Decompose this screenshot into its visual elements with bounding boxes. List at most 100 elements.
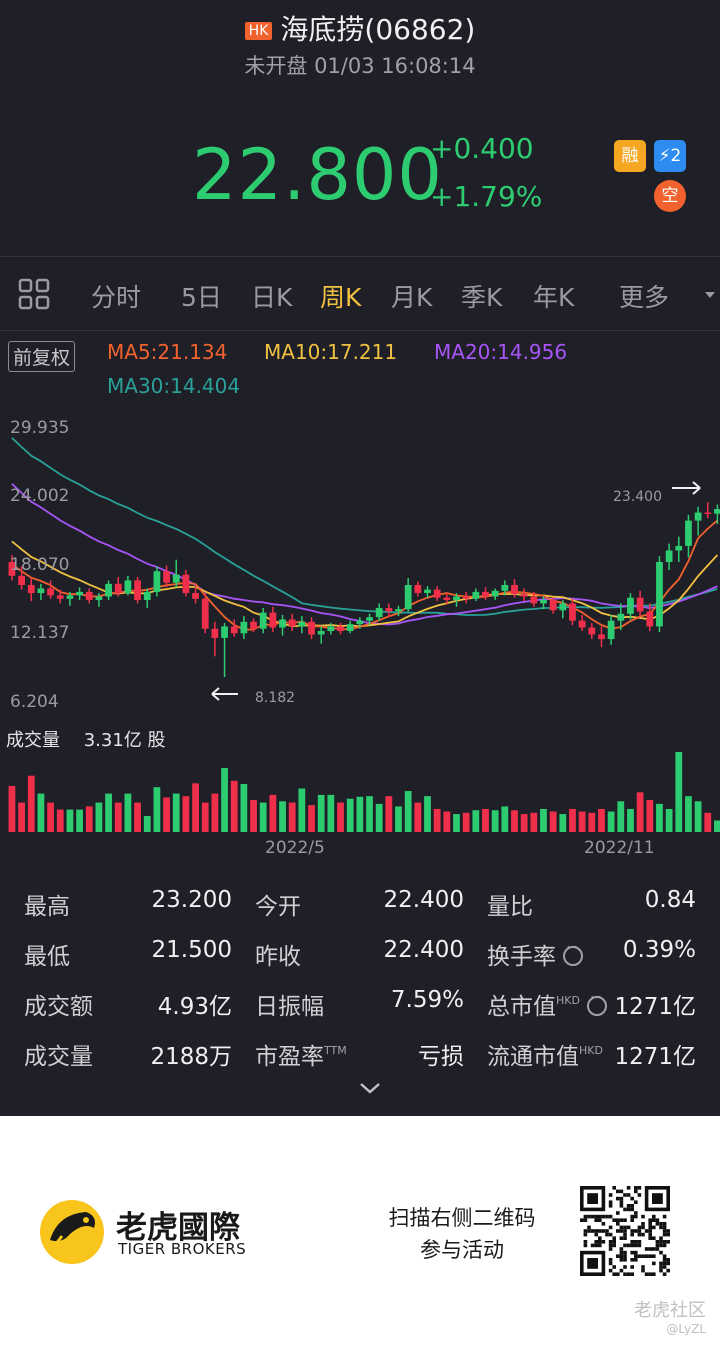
margin-tag[interactable]: 融 [614,140,646,172]
ma5-label: MA5:21.134 [107,340,228,364]
tab-monthly[interactable]: 月K [391,283,433,312]
tab-daily[interactable]: 日K [251,283,293,312]
volume-bar [76,809,83,832]
volume-bar [250,800,257,832]
stat-value: 1271亿 [614,1044,696,1070]
volume-bar [337,802,344,832]
info-icon[interactable] [563,940,584,966]
volume-bar [230,780,238,832]
volume-bar [298,788,306,832]
candle-body [172,574,180,583]
volume-bar [269,794,277,832]
y-tick: 24.002 [10,486,70,506]
volume-bar [598,808,605,832]
candle-body [8,561,16,576]
scan-text-line1: 扫描右侧二维码 [388,1206,536,1230]
volume-bar [665,808,673,832]
quote-screen: HK 海底捞(06862) 未开盘 01/03 16:08:14 22.800 +… [0,0,720,1116]
short-tag[interactable]: 空 [654,180,686,212]
stat-label: 日振幅 [255,994,324,1020]
stat-label: 成交量 [24,1044,93,1070]
ma30-line [11,437,718,616]
volume-bar [114,802,122,832]
volume-bar [143,816,151,832]
volume-bar [424,796,431,832]
volume-bar [317,794,325,832]
candle-body [124,580,132,594]
stat-label: 流通市值 [487,1044,579,1070]
candle-body [482,591,489,597]
x-tick: 2022/11 [584,838,655,858]
tab-weekly[interactable]: 周K [320,283,362,312]
brand-name-cn: 老虎國際 [116,1210,240,1246]
grid-icon[interactable] [18,278,50,310]
candle-body [453,596,460,600]
stock-title: HK 海底捞(06862) [0,8,720,48]
qr-code-icon[interactable] [580,1186,670,1276]
volume-bar [414,802,422,832]
candle-body [279,619,286,628]
volume-bar [124,793,132,832]
expand-chevron-icon[interactable] [358,1080,382,1096]
candle-body [114,583,122,594]
candle-body [37,588,45,594]
stat-label-turnover: 换手率 [487,937,584,971]
candle-body [27,585,35,594]
stat-label: 昨收 [255,944,301,970]
stat-value: 7.59% [390,987,464,1013]
tab-quarterly[interactable]: 季K [461,283,503,312]
candle-body [66,595,74,599]
candle-body [211,628,219,638]
stat-value: 22.400 [383,937,464,963]
volume-bar [482,808,489,832]
candle-body [182,574,190,594]
caret-down-icon[interactable] [704,290,716,300]
stat-value: 2188万 [150,1044,232,1070]
candle-body [230,626,238,634]
tiger-logo-icon [40,1200,104,1264]
volume-bar [8,785,16,832]
info-icon[interactable] [587,990,608,1016]
candle-body [288,619,296,627]
volume-bar [549,811,557,832]
volume-bar [66,809,74,832]
stat-value: 23.200 [151,887,232,913]
candle-body [308,621,315,635]
stat-sup: TTM [324,1044,347,1057]
candlestick-chart[interactable] [0,400,720,730]
volume-chart[interactable] [0,748,720,834]
stat-label: 成交额 [24,994,93,1020]
ma20-label: MA20:14.956 [434,340,568,364]
volume-bar [134,802,141,832]
tab-yearly[interactable]: 年K [533,283,575,312]
volume-bar [385,796,393,832]
x-tick: 2022/5 [265,838,325,858]
period-tabs: 分时 5日 日K 周K 月K 季K 年K 更多 [0,258,720,330]
candle-body [105,583,112,597]
candle-body [240,621,248,634]
volume-bar [607,811,615,832]
high-arrow-icon [672,481,701,495]
volume-bar [714,820,720,832]
volume-bar [520,814,528,832]
tab-5day[interactable]: 5日 [181,283,222,312]
volume-bar [578,811,586,832]
tab-intraday[interactable]: 分时 [91,283,142,312]
stat-value: 22.400 [383,887,464,913]
candle-body [221,626,228,638]
volume-bar [433,808,441,832]
stock-name: 海底捞(06862) [280,13,476,46]
volume-bar [636,792,644,832]
tab-more[interactable]: 更多 [619,283,670,312]
watermark: 老虎社区 [634,1300,706,1321]
stat-label: 今开 [255,894,301,920]
low-label: 8.182 [255,690,296,706]
adjust-button[interactable]: 前复权 [8,341,76,372]
volume-bar [472,810,480,832]
level2-tag[interactable]: ⚡2 [654,140,686,172]
stat-value: 0.84 [644,887,696,913]
candle-body [201,598,209,629]
volume-bar [588,812,596,832]
volume-bar [694,801,702,832]
ma20-line [11,483,718,626]
